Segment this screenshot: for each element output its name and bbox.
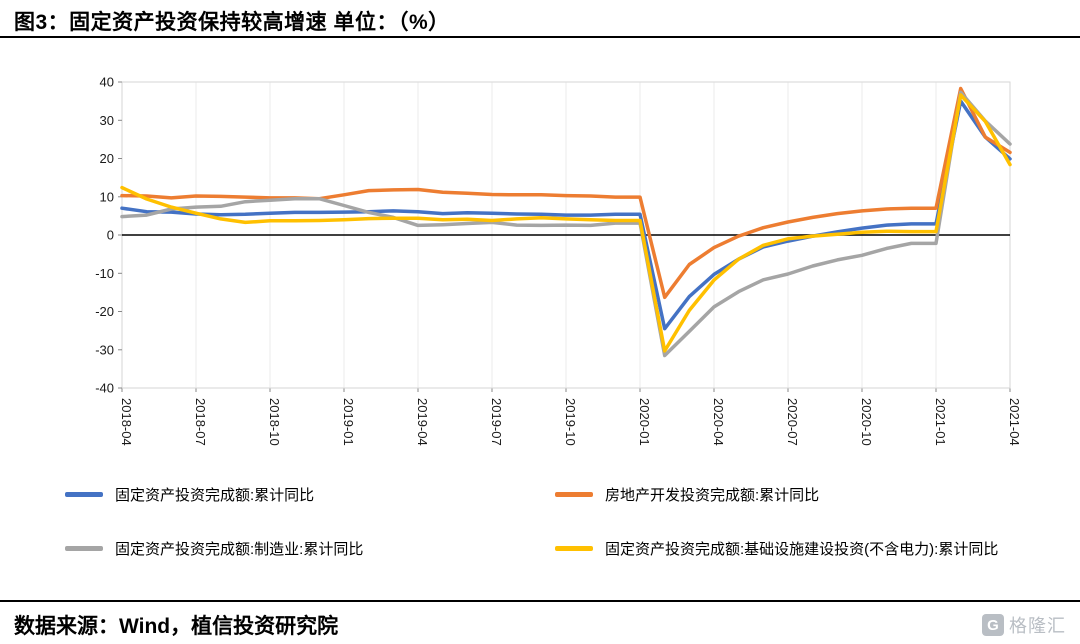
x-axis-label: 2021-04 <box>1007 398 1022 446</box>
series-line-1 <box>120 86 1012 300</box>
y-axis-label: -20 <box>95 304 114 319</box>
x-axis-label: 2020-04 <box>711 398 726 446</box>
x-axis-label: 2019-01 <box>341 398 356 446</box>
legend-label-infrastructure: 固定资产投资完成额:基础设施建设投资(不含电力):累计同比 <box>605 541 999 558</box>
gelonghui-logo-icon: G <box>982 614 1004 636</box>
title-bar: 图3：固定资产投资保持较高增速 单位：（%） <box>0 0 1080 38</box>
legend: 固定资产投资完成额:累计同比 房地产开发投资完成额:累计同比 固定资产投资完成额… <box>65 484 1045 559</box>
legend-label-fai: 固定资产投资完成额:累计同比 <box>115 487 315 504</box>
y-axis-label: 10 <box>100 189 114 204</box>
x-axis-label: 2021-01 <box>933 398 948 446</box>
data-source-text: 数据来源：Wind，植信投资研究院 <box>14 615 339 638</box>
series-line-3 <box>120 93 1012 353</box>
y-axis-label: -10 <box>95 266 114 281</box>
legend-item-infrastructure: 固定资产投资完成额:基础设施建设投资(不含电力):累计同比 <box>555 538 1045 559</box>
y-axis-label: 30 <box>100 113 114 128</box>
x-axis-label: 2018-07 <box>193 398 208 446</box>
x-axis-label: 2018-10 <box>267 398 282 446</box>
y-axis-label: -40 <box>95 381 114 396</box>
x-axis-label: 2019-07 <box>489 398 504 446</box>
page-title: 图3：固定资产投资保持较高增速 单位：（%） <box>14 11 450 34</box>
legend-marker-manufacturing <box>65 546 103 551</box>
footer-divider <box>0 600 1080 602</box>
legend-item-manufacturing: 固定资产投资完成额:制造业:累计同比 <box>65 538 555 559</box>
legend-item-fai: 固定资产投资完成额:累计同比 <box>65 484 555 505</box>
chart-area: 2018-04 2018-07 2018-10 2019-01 2019-04 2019-… <box>55 60 1030 465</box>
legend-label-manufacturing: 固定资产投资完成额:制造业:累计同比 <box>115 541 364 558</box>
chart-canvas: 2018-04 2018-07 2018-10 2019-01 2019-04 2019-… <box>95 75 1022 446</box>
series-line-2 <box>120 90 1012 358</box>
legend-marker-realestate <box>555 492 593 497</box>
y-axis-label: 0 <box>107 228 114 243</box>
y-axis-label: -30 <box>95 342 114 357</box>
y-axis-label: 20 <box>100 151 114 166</box>
series-line-0 <box>120 99 1012 331</box>
legend-label-realestate: 房地产开发投资完成额:累计同比 <box>605 487 820 504</box>
watermark: G 格隆汇 <box>982 612 1066 638</box>
x-axis-label: 2019-10 <box>563 398 578 446</box>
x-axis-label: 2020-10 <box>859 398 874 446</box>
x-axis-label: 2019-04 <box>415 398 430 446</box>
x-axis-label: 2020-01 <box>637 398 652 446</box>
legend-marker-fai <box>65 492 103 497</box>
y-axis-label: 40 <box>100 75 114 90</box>
x-axis-label: 2020-07 <box>785 398 800 446</box>
legend-marker-infrastructure <box>555 546 593 551</box>
legend-item-realestate: 房地产开发投资完成额:累计同比 <box>555 484 1045 505</box>
x-axis-label: 2018-04 <box>119 398 134 446</box>
watermark-label: 格隆汇 <box>1009 616 1066 636</box>
